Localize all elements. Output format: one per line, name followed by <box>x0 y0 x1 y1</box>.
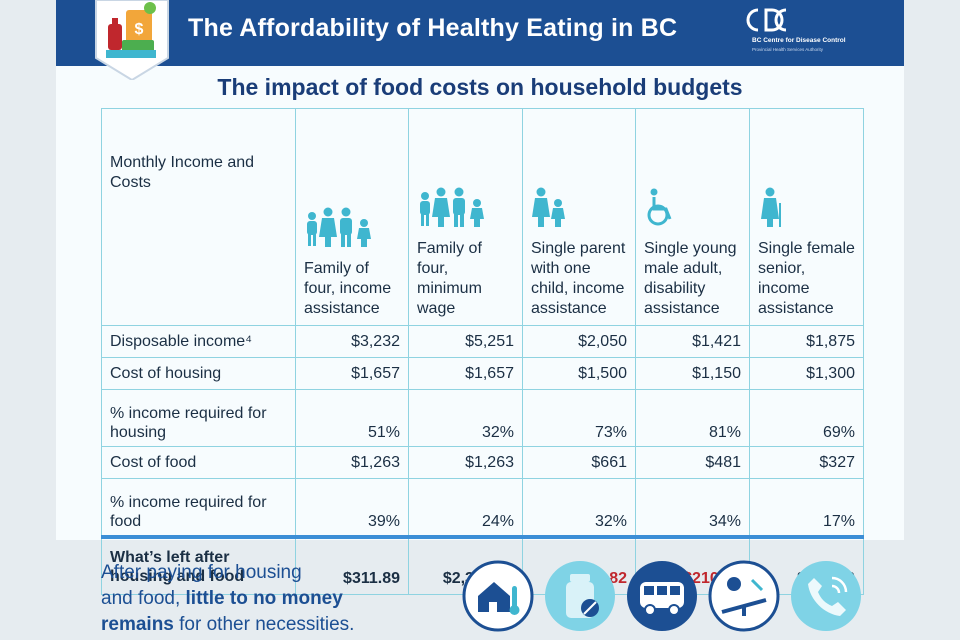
table-cell: $481 <box>635 446 750 479</box>
wheelchair-icon <box>644 187 741 227</box>
column-header: Family of four, income assistance <box>295 108 409 326</box>
bccdc-logo-mark <box>746 8 787 32</box>
necessities-icons <box>462 560 862 634</box>
family-of-four-icon <box>304 207 400 247</box>
header-banner <box>56 0 904 66</box>
table-cell: $1,875 <box>749 325 864 358</box>
budget-table: Monthly Income and Costs Family of four,… <box>101 108 864 595</box>
parent-and-child-icon <box>531 187 627 227</box>
footer-line-1: After paying for housing <box>101 562 302 583</box>
table-cell: $5,251 <box>408 325 523 358</box>
table-row: Disposable income⁴ $3,232 $5,251 $2,050 … <box>101 325 864 358</box>
table-cell: 69% <box>749 389 864 447</box>
svg-text:$: $ <box>135 21 144 38</box>
column-label: Single female senior, income assistance <box>758 240 855 317</box>
column-header: Single parent with one child, income ass… <box>522 108 636 326</box>
row-label: Cost of food <box>101 446 296 479</box>
row-label: Disposable income⁴ <box>101 325 296 358</box>
table-cell: 34% <box>635 478 750 538</box>
table-cell: $327 <box>749 446 864 479</box>
table-header-row: Monthly Income and Costs Family of four,… <box>101 108 864 326</box>
row-label: % income required for food <box>101 478 296 538</box>
footer-emphasis-2: remains <box>101 614 174 635</box>
row-label: Cost of housing <box>101 357 296 390</box>
bus-icon <box>627 561 697 631</box>
table-cell: $1,300 <box>749 357 864 390</box>
playground-icon <box>708 560 780 632</box>
table-cell: 24% <box>408 478 523 538</box>
table-cell: $1,657 <box>295 357 409 390</box>
logo-subtext: Provincial Health Services Authority <box>752 47 824 52</box>
table-cell: $1,500 <box>522 357 636 390</box>
house-thermometer-icon <box>462 560 534 632</box>
column-label: Single young male adult, disability assi… <box>644 240 737 317</box>
table-cell: $661 <box>522 446 636 479</box>
column-label: Family of four, income assistance <box>304 260 392 317</box>
table-cell: $1,150 <box>635 357 750 390</box>
subtitle: The impact of food costs on household bu… <box>217 74 743 100</box>
table-cell: $1,263 <box>408 446 523 479</box>
table-cell: $2,050 <box>522 325 636 358</box>
footer-line-2: and food, <box>101 588 186 609</box>
table-cell: 32% <box>522 478 636 538</box>
footer-line-3: for other necessities. <box>173 614 355 635</box>
column-header: Single young male adult, disability assi… <box>635 108 750 326</box>
table-cell: $3,232 <box>295 325 409 358</box>
table-cell: 73% <box>522 389 636 447</box>
column-label: Single parent with one child, income ass… <box>531 240 626 317</box>
logo-name: BC Centre for Disease Control <box>752 37 846 44</box>
senior-woman-icon <box>758 187 855 227</box>
phone-icon <box>791 561 861 631</box>
family-of-four-icon <box>417 187 514 227</box>
table-row: Cost of housing $1,657 $1,657 $1,500 $1,… <box>101 357 864 390</box>
medicine-bottle-icon <box>545 561 615 631</box>
table-cell: 32% <box>408 389 523 447</box>
table-cell: 17% <box>749 478 864 538</box>
table-cell: $1,421 <box>635 325 750 358</box>
row-label: % income required for housing <box>101 389 296 447</box>
table-cell: $1,263 <box>295 446 409 479</box>
table-cell: $1,657 <box>408 357 523 390</box>
column-label: Family of four, minimum wage <box>417 240 482 317</box>
grocery-bag-icon: $ <box>95 0 169 80</box>
total-cell: $311.89 <box>295 535 409 595</box>
column-header: Family of four, minimum wage <box>408 108 523 326</box>
footer-message: After paying for housing and food, littl… <box>101 560 441 638</box>
table-cell: 39% <box>295 478 409 538</box>
table-cell: 51% <box>295 389 409 447</box>
table-row: % income required for housing 51% 32% 73… <box>101 389 864 447</box>
table-row: Cost of food $1,263 $1,263 $661 $481 $32… <box>101 446 864 479</box>
corner-label: Monthly Income and Costs <box>101 108 296 326</box>
column-header: Single female senior, income assistance <box>749 108 864 326</box>
page-title: The Affordability of Healthy Eating in B… <box>188 14 678 42</box>
bccdc-logo: BC Centre for Disease Control Provincial… <box>746 8 856 56</box>
footer-emphasis-1: little to no money <box>185 588 343 609</box>
table-cell: 81% <box>635 389 750 447</box>
total-row: What’s left after housing and food $311.… <box>101 535 864 595</box>
table-row: % income required for food 39% 24% 32% 3… <box>101 478 864 538</box>
